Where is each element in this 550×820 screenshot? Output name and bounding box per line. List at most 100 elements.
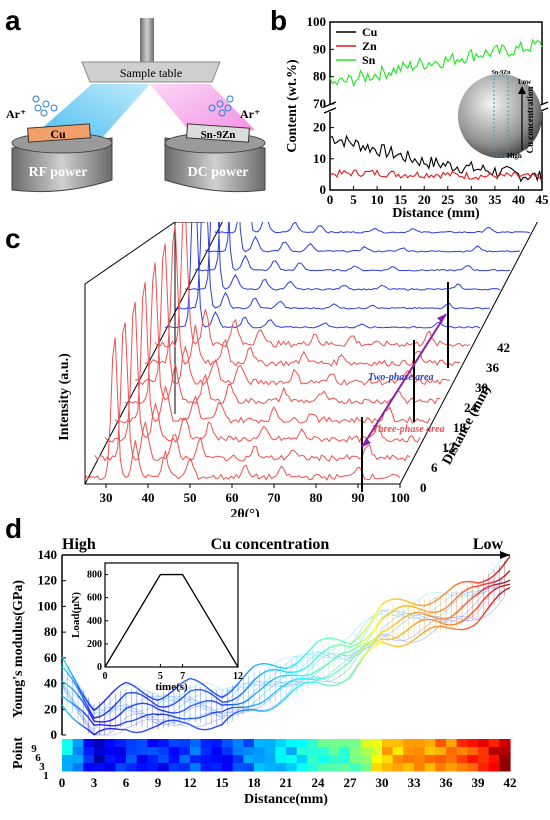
surface-segment	[333, 637, 340, 641]
surface-segment	[163, 713, 169, 716]
surface-segment	[370, 626, 378, 635]
heatmap-cell	[126, 739, 138, 748]
inset-x-tick-label: 0	[103, 671, 108, 682]
surface-segment	[472, 593, 479, 599]
surface-segment	[93, 705, 100, 711]
heatmap-cell	[147, 739, 159, 748]
surface-segment	[456, 620, 463, 625]
heatmap-cell	[403, 755, 415, 764]
surface-segment	[82, 698, 90, 709]
surface-segment	[253, 663, 260, 667]
z-tick-label-c: 6	[431, 460, 438, 475]
surface-segment	[306, 646, 314, 654]
xrd-pattern-line	[94, 322, 411, 462]
surface-segment	[498, 575, 506, 581]
surface-segment	[125, 720, 132, 723]
heatmap-cell	[232, 755, 244, 764]
surface-segment	[349, 654, 356, 663]
x-tick-label-d: 33	[408, 775, 422, 790]
heatmap-cell	[275, 763, 287, 772]
surface-segment	[120, 692, 127, 700]
legend-label-sn: Sn	[362, 53, 376, 67]
surface-segment	[72, 675, 79, 687]
surface-segment	[466, 611, 474, 618]
surface-segment	[344, 644, 351, 648]
surface-segment	[344, 676, 351, 682]
series-line-sn	[329, 38, 543, 88]
surface-segment	[131, 718, 137, 722]
heatmap-cell	[392, 739, 404, 748]
heatmap-cell	[222, 763, 234, 772]
x-tick-label-b: 45	[536, 192, 550, 207]
x-tick-label-d: 27	[344, 775, 358, 790]
axis-break-right	[536, 104, 548, 112]
surface-segment	[264, 681, 271, 687]
surface-segment	[461, 627, 468, 631]
point-tick-label: 3	[39, 761, 45, 773]
heatmap-cell	[478, 763, 490, 772]
surface-segment	[66, 684, 74, 690]
surface-segment	[440, 607, 447, 612]
surface-segment	[168, 711, 175, 714]
surface-segment	[157, 708, 164, 712]
panel-letter-b: b	[270, 5, 288, 36]
surface-segment	[147, 713, 153, 716]
heatmap-cell	[360, 739, 372, 748]
surface-segment	[216, 701, 223, 706]
x-tick-label-d: 24	[312, 775, 326, 790]
heatmap-cell	[136, 747, 148, 756]
surface-segment	[275, 668, 281, 672]
x-tick-label-c: 100	[390, 490, 410, 505]
heatmap-cell	[83, 739, 95, 748]
heatmap-cell	[286, 739, 298, 748]
inset-arrowhead	[518, 86, 526, 94]
y-tick-label-b: 70	[313, 96, 326, 111]
surface-segment	[397, 645, 404, 648]
surface-segment	[152, 705, 159, 710]
heatmap-cell	[179, 755, 191, 764]
surface-segment	[477, 588, 484, 595]
surface-segment	[184, 677, 191, 682]
surface-segment	[435, 610, 441, 614]
surface-segment	[136, 692, 143, 696]
surface-segment	[504, 555, 511, 564]
surface-segment	[72, 688, 79, 696]
surface-segment	[88, 729, 95, 736]
surface-segment	[82, 702, 90, 712]
heatmap-cell	[318, 755, 330, 764]
inset-y-tick-label: 400	[87, 616, 102, 627]
surface-segment	[387, 638, 393, 641]
heatmap-cell	[318, 747, 330, 756]
heatmap-cell	[275, 755, 287, 764]
heatmap-cell	[371, 747, 383, 756]
surface-segment	[280, 697, 287, 704]
inset-y-tick-label: 600	[87, 593, 102, 604]
surface-segment	[435, 619, 441, 624]
surface-segment	[498, 563, 506, 571]
surface-segment	[200, 700, 207, 703]
y-tick-label-d: 100	[38, 598, 58, 613]
surface-segment	[173, 684, 180, 691]
surface-segment	[184, 705, 191, 711]
surface-segment	[136, 716, 143, 720]
surface-segment	[349, 647, 356, 653]
xrd-pattern-line	[84, 337, 401, 481]
surface-segment	[184, 717, 191, 720]
surface-segment	[408, 612, 415, 616]
heatmap-cell	[200, 739, 212, 748]
inset-low-label: Low	[518, 78, 532, 86]
surface-segment	[435, 617, 441, 620]
surface-segment	[370, 644, 378, 649]
surface-segment	[93, 730, 100, 736]
heatmap-cell	[350, 755, 362, 764]
heatmap-cell	[222, 739, 234, 748]
inset-load-curve	[104, 573, 239, 668]
heatmap-cell	[414, 747, 426, 756]
heatmap-cell	[158, 755, 170, 764]
heatmap-cell	[168, 747, 180, 756]
surface-segment	[413, 603, 420, 607]
surface-segment	[211, 725, 217, 730]
heatmap-cell	[168, 739, 180, 748]
xrd-pattern-line	[114, 282, 431, 424]
heatmap-cell	[243, 739, 255, 748]
